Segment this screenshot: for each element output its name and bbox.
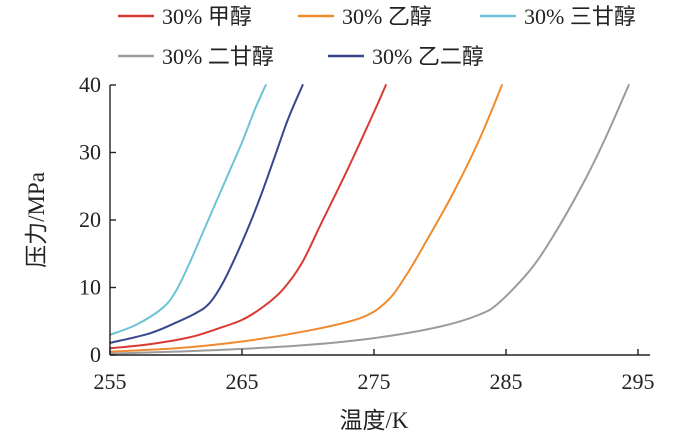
y-axis-title: 压力/MPa — [24, 172, 49, 268]
y-tick-label: 20 — [79, 207, 101, 232]
legend-label: 30% 甲醇 — [162, 4, 252, 29]
x-tick-label: 255 — [94, 369, 127, 394]
x-axis-title: 温度/K — [340, 408, 409, 433]
y-tick-label: 30 — [79, 140, 101, 165]
y-tick-label: 10 — [79, 275, 101, 300]
series-line — [109, 84, 503, 353]
series-line — [109, 84, 387, 350]
legend-label: 30% 乙二醇 — [372, 44, 484, 69]
series-line — [109, 84, 267, 336]
y-axis-ticks: 0 10 20 30 40 — [79, 72, 116, 367]
legend-label: 30% 三甘醇 — [524, 4, 636, 29]
y-tick-label: 40 — [79, 72, 101, 97]
legend-label: 30% 乙醇 — [342, 4, 432, 29]
x-axis-ticks: 255 265 275 285 295 — [94, 349, 655, 394]
x-tick-label: 275 — [358, 369, 391, 394]
series-line — [109, 84, 304, 344]
y-tick-label: 0 — [90, 342, 101, 367]
x-tick-label: 265 — [226, 369, 259, 394]
x-tick-label: 295 — [622, 369, 655, 394]
axes — [109, 85, 650, 356]
legend: 30% 甲醇 30% 乙醇 30% 三甘醇 30% 二甘醇 30% 乙二醇 — [118, 4, 636, 69]
series-lines — [109, 84, 630, 355]
series-line — [109, 84, 630, 355]
legend-label: 30% 二甘醇 — [162, 44, 274, 69]
x-tick-label: 285 — [490, 369, 523, 394]
